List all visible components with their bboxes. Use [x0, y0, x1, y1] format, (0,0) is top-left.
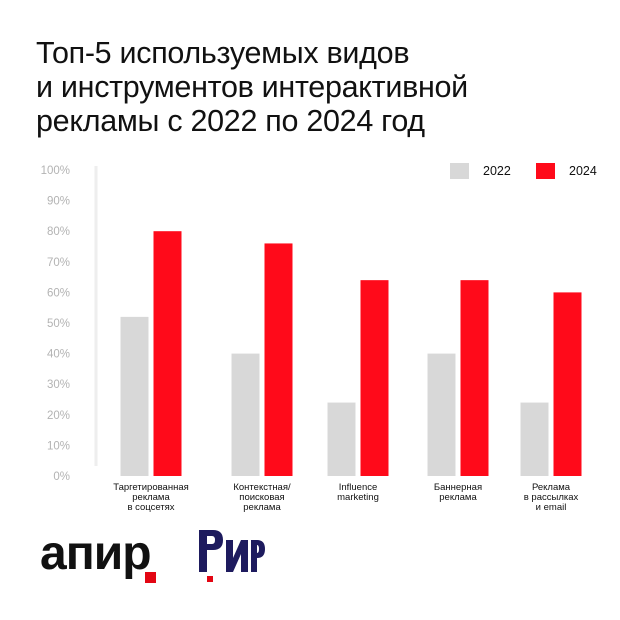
- y-tick-label: 60%: [47, 287, 70, 299]
- x-tick-label: реклама: [243, 502, 281, 513]
- x-tick-label: и email: [536, 502, 567, 513]
- x-tick-label: Таргетированная: [113, 482, 189, 493]
- legend-label-2022: 2022: [483, 164, 511, 178]
- legend-item-2024: 2024: [536, 162, 597, 180]
- x-tick-label: Контекстная/: [233, 482, 291, 493]
- y-tick-label: 100%: [41, 165, 70, 177]
- bar-2024: [264, 243, 293, 476]
- x-tick-label: реклама: [439, 492, 477, 503]
- x-tick-label: Реклама: [532, 482, 571, 493]
- y-tick-label: 50%: [47, 318, 70, 330]
- y-tick-label: 10%: [47, 440, 70, 452]
- bar-2022: [231, 353, 260, 476]
- title-line-3: рекламы с 2022 по 2024 год: [36, 104, 425, 138]
- x-tick-label: Баннерная: [434, 482, 482, 493]
- y-tick-label: 0%: [53, 471, 70, 483]
- rir-logo: [199, 530, 265, 582]
- x-tick-label: в соцсетях: [127, 502, 174, 513]
- title-line-1: Топ-5 используемых видов: [36, 36, 410, 70]
- legend-item-2022: 2022: [450, 162, 511, 180]
- y-tick-label: 90%: [47, 196, 70, 208]
- bar-2024: [460, 280, 489, 476]
- legend-label-2024: 2024: [569, 164, 597, 178]
- bar-2024: [153, 231, 182, 476]
- legend-swatch-2024: [536, 163, 555, 179]
- legend-swatch-2022: [450, 163, 469, 179]
- y-tick-label: 70%: [47, 257, 70, 269]
- x-tick-label: в рассылках: [524, 492, 579, 503]
- chart-legend: 2022 2024: [450, 162, 600, 182]
- bar-2024: [553, 292, 582, 476]
- x-tick-label: реклама: [132, 492, 170, 503]
- apir-logo-text: апир: [40, 527, 152, 580]
- title-line-2: и инструментов интерактивной: [36, 70, 468, 104]
- bar-2022: [120, 316, 149, 476]
- bar-2022: [427, 353, 456, 476]
- bar-2024: [360, 280, 389, 476]
- x-tick-label: поисковая: [239, 492, 284, 503]
- x-tick-label: Influence: [339, 482, 378, 493]
- chart-title: Топ-5 используемых видов и инструментов …: [36, 36, 596, 138]
- y-tick-label: 30%: [47, 379, 70, 391]
- y-tick-label: 80%: [47, 226, 70, 238]
- bar-2022: [327, 402, 356, 476]
- y-tick-label: 40%: [47, 349, 70, 361]
- x-tick-label: marketing: [337, 492, 379, 503]
- y-tick-label: 20%: [47, 410, 70, 422]
- apir-logo-dot: [145, 572, 156, 583]
- bar-2022: [520, 402, 549, 476]
- apir-logo: апир: [40, 527, 156, 586]
